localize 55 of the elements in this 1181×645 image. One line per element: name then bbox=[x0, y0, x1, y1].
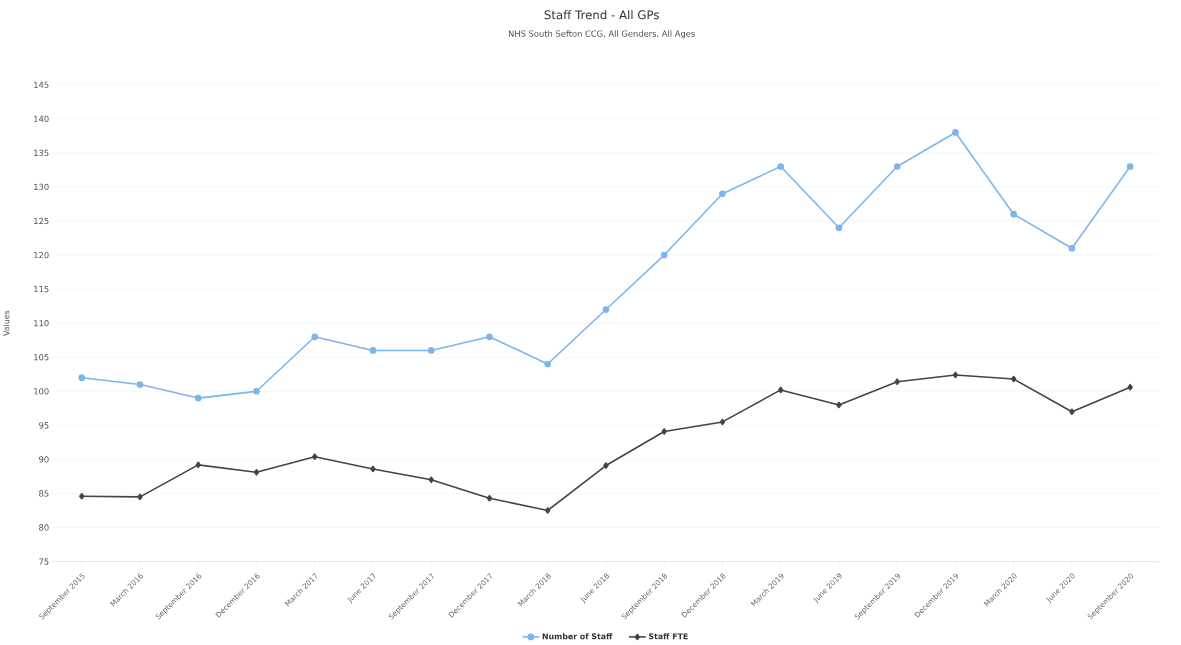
chart-title: Staff Trend - All GPs bbox=[544, 10, 659, 20]
point bbox=[1069, 408, 1075, 416]
y-tick-label: 120 bbox=[34, 252, 49, 259]
point bbox=[253, 388, 260, 395]
point bbox=[312, 453, 318, 461]
point bbox=[486, 333, 493, 341]
point bbox=[660, 251, 668, 259]
point bbox=[952, 129, 959, 137]
point bbox=[603, 462, 609, 470]
y-tick-label: 140 bbox=[34, 115, 49, 123]
point bbox=[311, 333, 319, 341]
point bbox=[545, 507, 551, 515]
point bbox=[253, 469, 260, 476]
point bbox=[195, 461, 201, 469]
y-tick-label: 115 bbox=[34, 286, 49, 293]
y-tick-label: 105 bbox=[34, 354, 49, 361]
point bbox=[1068, 245, 1076, 252]
point bbox=[893, 163, 901, 171]
point bbox=[370, 465, 376, 473]
point bbox=[835, 224, 843, 232]
point bbox=[428, 476, 434, 484]
point bbox=[952, 371, 959, 379]
y-tick-label: 145 bbox=[34, 81, 49, 89]
point bbox=[894, 378, 900, 386]
point bbox=[486, 495, 493, 502]
y-tick-label: 90 bbox=[39, 456, 49, 463]
y-tick-label: 85 bbox=[39, 490, 49, 497]
y-tick-label: 130 bbox=[34, 184, 49, 191]
point bbox=[719, 418, 726, 426]
point bbox=[194, 394, 202, 402]
point bbox=[602, 306, 610, 314]
point bbox=[427, 347, 435, 354]
point bbox=[79, 493, 85, 500]
point bbox=[78, 374, 86, 382]
point bbox=[544, 360, 552, 368]
point bbox=[1010, 375, 1017, 383]
chart-subtitle: NHS South Sefton CCG, All Genders, All Ages bbox=[508, 30, 695, 39]
y-tick-label: 100 bbox=[34, 388, 49, 395]
point bbox=[777, 386, 784, 394]
y-tick-label: 95 bbox=[39, 422, 49, 429]
point bbox=[1126, 163, 1134, 171]
y-tick-label: 125 bbox=[34, 218, 49, 225]
point bbox=[369, 347, 377, 354]
point bbox=[136, 381, 144, 389]
point bbox=[1010, 211, 1018, 218]
point bbox=[137, 493, 143, 501]
point bbox=[661, 428, 667, 436]
point bbox=[719, 190, 726, 198]
point bbox=[1127, 384, 1133, 391]
y-tick-label: 80 bbox=[39, 524, 49, 531]
y-tick-label: 110 bbox=[34, 320, 49, 327]
point bbox=[777, 163, 785, 171]
y-tick-label: 135 bbox=[34, 149, 49, 157]
y-tick-label: 75 bbox=[39, 558, 49, 565]
point bbox=[836, 401, 842, 409]
